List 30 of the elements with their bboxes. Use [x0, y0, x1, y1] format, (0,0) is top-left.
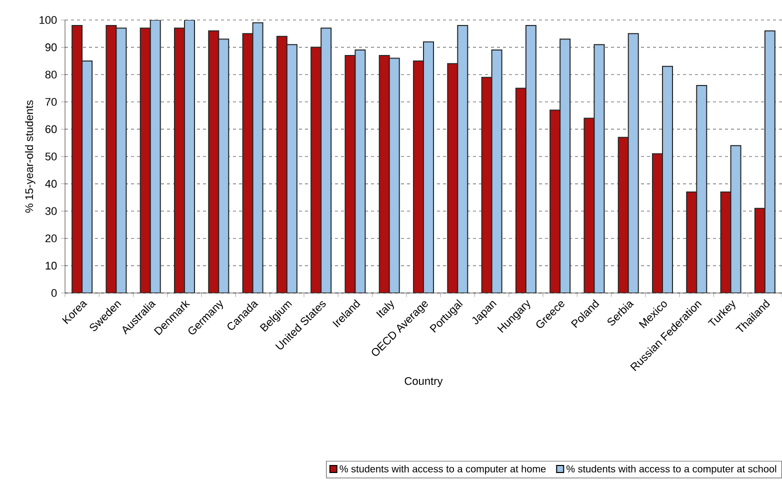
y-tick-label: 30 — [45, 207, 57, 215]
y-tick-label: 90 — [45, 43, 57, 52]
y-tick-label: 80 — [45, 70, 57, 78]
bar — [310, 46, 322, 293]
y-tick-label: 0 — [51, 289, 57, 297]
bar — [378, 54, 390, 293]
y-tick-label: 70 — [45, 98, 57, 106]
bar — [106, 24, 117, 293]
bar — [242, 33, 254, 293]
bar — [140, 28, 151, 293]
y-tick-label: 40 — [45, 180, 57, 188]
y-tick-label: 100 — [40, 16, 57, 24]
y-tick-label: 10 — [46, 262, 57, 270]
bar — [174, 28, 186, 293]
y-axis-title: % 15-year-old students — [25, 100, 36, 213]
x-tick-label: Italy — [376, 300, 394, 318]
bar — [413, 60, 424, 293]
bar — [276, 36, 288, 293]
bar — [515, 88, 526, 293]
bar — [72, 24, 83, 293]
y-tick-label: 60 — [45, 125, 57, 134]
y-tick-label: 50 — [45, 152, 57, 160]
bar — [344, 54, 356, 293]
bar — [447, 63, 458, 293]
y-tick-label: 20 — [45, 234, 57, 242]
legend-label: % students with access to a computer at home — [340, 465, 546, 474]
bar — [208, 30, 220, 293]
legend-label: % students with access to a computer at school — [566, 465, 776, 474]
bar — [550, 110, 561, 293]
x-axis-title: Country — [404, 377, 443, 388]
